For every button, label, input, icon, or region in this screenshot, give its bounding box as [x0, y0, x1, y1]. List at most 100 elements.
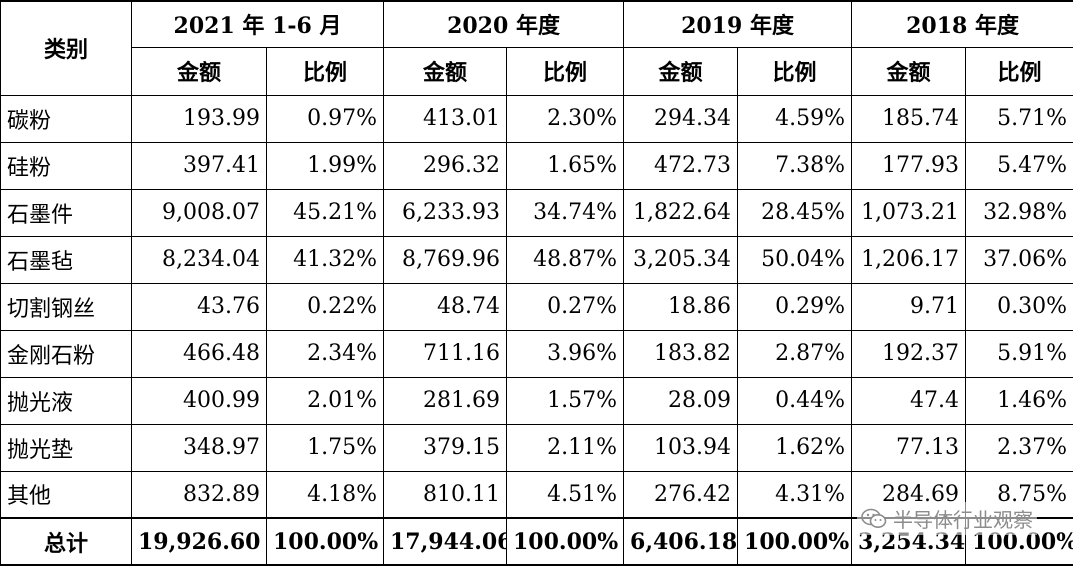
amount-cell: 177.93 [852, 142, 966, 189]
header-category: 类别 [1, 1, 132, 95]
ratio-cell: 0.27% [507, 283, 624, 330]
ratio-cell: 100.00% [507, 518, 624, 565]
ratio-cell: 4.31% [738, 471, 852, 518]
wechat-icon [861, 508, 887, 530]
amount-cell: 711.16 [384, 330, 507, 377]
amount-cell: 8,234.04 [132, 236, 267, 283]
amount-cell: 296.32 [384, 142, 507, 189]
ratio-cell: 34.74% [507, 189, 624, 236]
amount-cell: 193.99 [132, 95, 267, 142]
header-period-2019: 2019 年度 [624, 1, 852, 47]
ratio-cell: 5.91% [966, 330, 1073, 377]
ratio-cell: 2.87% [738, 330, 852, 377]
ratio-cell: 1.99% [267, 142, 384, 189]
amount-cell: 397.41 [132, 142, 267, 189]
watermark: 半导体行业观察 [857, 502, 1037, 535]
amount-cell: 810.11 [384, 471, 507, 518]
ratio-cell: 50.04% [738, 236, 852, 283]
header-period-2020: 2020 年度 [384, 1, 624, 47]
amount-cell: 6,406.18 [624, 518, 738, 565]
category-cell: 抛光液 [1, 377, 132, 424]
category-cell: 碳粉 [1, 95, 132, 142]
watermark-text: 半导体行业观察 [893, 504, 1033, 533]
header-ratio: 比例 [738, 47, 852, 95]
ratio-cell: 2.01% [267, 377, 384, 424]
amount-cell: 9,008.07 [132, 189, 267, 236]
amount-cell: 281.69 [384, 377, 507, 424]
amount-cell: 832.89 [132, 471, 267, 518]
category-cell: 其他 [1, 471, 132, 518]
amount-cell: 43.76 [132, 283, 267, 330]
category-cell: 抛光垫 [1, 424, 132, 471]
category-cell: 石墨毡 [1, 236, 132, 283]
ratio-cell: 1.62% [738, 424, 852, 471]
header-ratio: 比例 [966, 47, 1073, 95]
ratio-cell: 32.98% [966, 189, 1073, 236]
amount-cell: 8,769.96 [384, 236, 507, 283]
header-amount: 金额 [852, 47, 966, 95]
amount-cell: 1,822.64 [624, 189, 738, 236]
amount-cell: 17,944.06 [384, 518, 507, 565]
amount-cell: 48.74 [384, 283, 507, 330]
amount-cell: 19,926.60 [132, 518, 267, 565]
amount-cell: 77.13 [852, 424, 966, 471]
ratio-cell: 100.00% [738, 518, 852, 565]
amount-cell: 348.97 [132, 424, 267, 471]
category-cell: 石墨件 [1, 189, 132, 236]
amount-cell: 466.48 [132, 330, 267, 377]
amount-cell: 3,205.34 [624, 236, 738, 283]
ratio-cell: 4.18% [267, 471, 384, 518]
ratio-cell: 5.71% [966, 95, 1073, 142]
amount-cell: 276.42 [624, 471, 738, 518]
ratio-cell: 2.37% [966, 424, 1073, 471]
ratio-cell: 2.34% [267, 330, 384, 377]
ratio-cell: 28.45% [738, 189, 852, 236]
header-amount: 金额 [624, 47, 738, 95]
amount-cell: 400.99 [132, 377, 267, 424]
category-cell: 金刚石粉 [1, 330, 132, 377]
ratio-cell: 41.32% [267, 236, 384, 283]
amount-cell: 192.37 [852, 330, 966, 377]
amount-cell: 18.86 [624, 283, 738, 330]
category-cell: 总计 [1, 518, 132, 565]
amount-cell: 103.94 [624, 424, 738, 471]
ratio-cell: 1.57% [507, 377, 624, 424]
ratio-cell: 100.00% [267, 518, 384, 565]
amount-cell: 472.73 [624, 142, 738, 189]
ratio-cell: 1.46% [966, 377, 1073, 424]
header-row-periods: 类别 2021 年 1-6 月 2020 年度 2019 年度 2018 年度 [1, 1, 1073, 47]
header-period-2021h1: 2021 年 1-6 月 [132, 1, 384, 47]
amount-cell: 413.01 [384, 95, 507, 142]
category-cell: 切割钢丝 [1, 283, 132, 330]
amount-cell: 294.34 [624, 95, 738, 142]
ratio-cell: 4.51% [507, 471, 624, 518]
ratio-cell: 2.30% [507, 95, 624, 142]
amount-cell: 47.4 [852, 377, 966, 424]
ratio-cell: 2.11% [507, 424, 624, 471]
ratio-cell: 5.47% [966, 142, 1073, 189]
header-amount: 金额 [132, 47, 267, 95]
amount-cell: 9.71 [852, 283, 966, 330]
ratio-cell: 37.06% [966, 236, 1073, 283]
amount-cell: 6,233.93 [384, 189, 507, 236]
ratio-cell: 4.59% [738, 95, 852, 142]
header-ratio: 比例 [267, 47, 384, 95]
ratio-cell: 1.65% [507, 142, 624, 189]
category-cell: 硅粉 [1, 142, 132, 189]
amount-cell: 379.15 [384, 424, 507, 471]
ratio-cell: 7.38% [738, 142, 852, 189]
amount-cell: 185.74 [852, 95, 966, 142]
amount-cell: 183.82 [624, 330, 738, 377]
ratio-cell: 0.29% [738, 283, 852, 330]
amount-cell: 1,206.17 [852, 236, 966, 283]
